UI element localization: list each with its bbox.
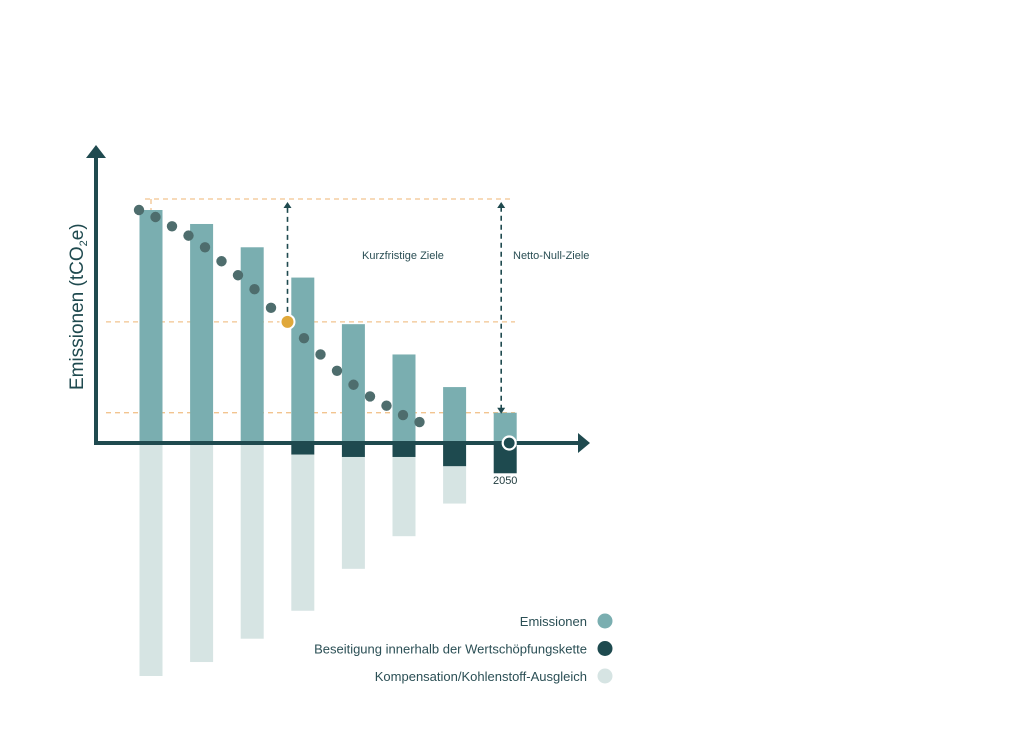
trajectory-point — [414, 416, 425, 428]
bar-kompensation — [443, 466, 467, 504]
net-zero-point — [501, 435, 517, 451]
bar-emissionen — [392, 354, 416, 443]
trajectory-point — [315, 349, 326, 360]
bar-beseitigung — [493, 443, 517, 474]
annotation-short-term: Kurzfristige Ziele — [362, 250, 444, 262]
arrow-short-term-head — [283, 202, 292, 208]
legend-label: Kompensation/Kohlenstoff-Ausgleich — [375, 669, 587, 684]
bar-kompensation — [240, 443, 264, 639]
arrow-net-zero-head-bottom — [497, 407, 506, 414]
trajectory-point — [364, 391, 376, 402]
bar-emissionen — [240, 247, 264, 443]
trajectory-point — [381, 400, 392, 411]
x-tick-label: 2050 — [493, 475, 517, 487]
trajectory-point — [331, 365, 343, 376]
trajectory-point — [166, 221, 178, 232]
bar-emissionen — [139, 210, 163, 443]
trajectory-point — [298, 332, 310, 344]
legend: Emissionen Beseitigung innerhalb der Wert… — [314, 613, 613, 684]
bar-beseitigung — [341, 443, 365, 457]
bar-emissionen — [291, 277, 315, 443]
y-axis-title: Emissionen (tCO2e) — [67, 223, 90, 390]
trajectory-point — [199, 242, 211, 253]
trajectory-point — [216, 256, 227, 267]
y-axis-arrow — [86, 145, 106, 158]
bar-kompensation — [139, 443, 163, 676]
milestone-point — [279, 313, 296, 330]
trajectory-point — [150, 211, 161, 223]
trajectory-point — [232, 270, 244, 281]
trajectory-point — [348, 379, 359, 390]
annotation-net-zero: Netto-Null-Ziele — [513, 250, 589, 262]
bar-kompensation — [341, 456, 365, 569]
legend-swatch — [597, 641, 613, 656]
target-arrows — [283, 202, 506, 414]
legend-swatch — [597, 613, 613, 629]
trajectory-point — [249, 284, 260, 295]
bar-beseitigung — [291, 443, 315, 455]
trajectory-dots — [133, 204, 517, 451]
x-tick-labels: 2050 — [493, 475, 517, 487]
axes — [86, 145, 590, 453]
bar-emissionen — [493, 412, 517, 443]
bar-emissionen — [190, 223, 214, 443]
bar-emissionen — [443, 387, 467, 443]
trajectory-point — [183, 230, 194, 241]
arrow-net-zero-head-top — [497, 202, 506, 208]
trajectory-point — [133, 204, 145, 216]
bars — [139, 210, 517, 676]
x-axis-arrow — [578, 433, 590, 453]
bar-beseitigung — [392, 443, 416, 457]
legend-label: Emissionen — [520, 614, 587, 629]
legend-label: Beseitigung innerhalb der Wertschöpfungs… — [314, 642, 587, 657]
bar-kompensation — [291, 454, 315, 611]
bar-beseitigung — [443, 443, 467, 467]
legend-swatch — [597, 668, 613, 684]
trajectory-point — [397, 409, 409, 421]
trajectory-point — [265, 302, 277, 314]
bar-kompensation — [190, 443, 214, 663]
bar-kompensation — [392, 456, 416, 537]
